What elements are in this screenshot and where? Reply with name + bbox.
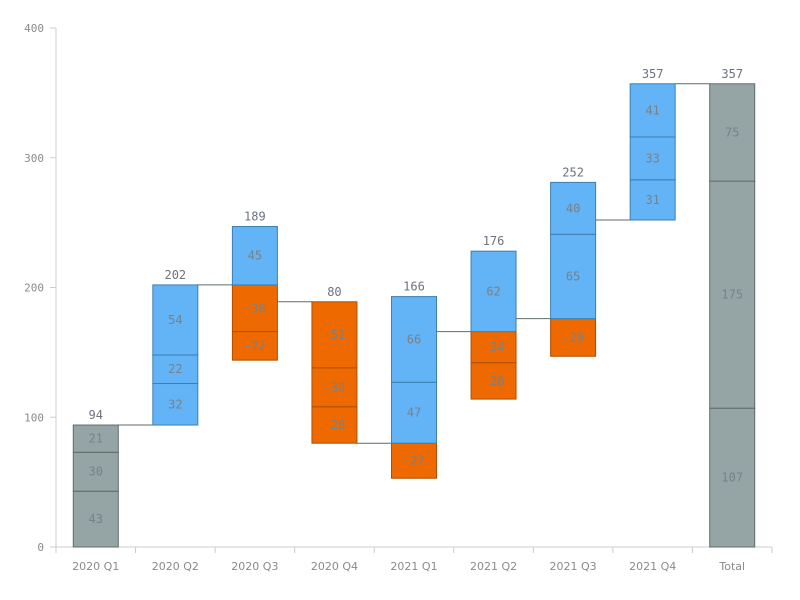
- x-tick-label: Total: [718, 560, 745, 573]
- bar-segment-decrease: [470, 362, 517, 400]
- column-total-label: 80: [327, 285, 341, 299]
- segment-label: 32: [168, 397, 182, 411]
- segment-label: 47: [407, 406, 421, 420]
- bar-segment-total: [72, 424, 119, 453]
- bar-segment-decrease: [470, 331, 517, 364]
- bar-segment-total: [709, 407, 756, 548]
- segment-label: 65: [566, 269, 580, 283]
- segment-label: 41: [645, 103, 659, 117]
- x-tick-label: 2021 Q1: [390, 560, 437, 573]
- y-tick-label: 400: [24, 22, 44, 35]
- segment-label: 21: [89, 432, 103, 446]
- column-total-label: 166: [403, 280, 425, 294]
- bar-segment-increase: [629, 179, 676, 221]
- segment-label: 54: [168, 313, 182, 327]
- x-tick-label: 2020 Q2: [152, 560, 199, 573]
- segment-label: -28: [483, 374, 505, 388]
- y-tick-label: 0: [37, 541, 44, 554]
- column-total-label: 176: [483, 234, 505, 248]
- segment-label: 62: [486, 284, 500, 298]
- segment-label: 107: [721, 471, 743, 485]
- y-tick-label: 100: [24, 411, 44, 424]
- x-tick-label: 2020 Q1: [72, 560, 119, 573]
- bar-segment-total: [72, 451, 119, 492]
- segment-label: -24: [483, 340, 505, 354]
- bar-segment-decrease: [231, 331, 278, 361]
- segment-label: -36: [244, 301, 266, 315]
- bar-segment-increase: [152, 354, 199, 385]
- x-tick-label: 2021 Q3: [550, 560, 597, 573]
- segment-label: 75: [725, 125, 739, 139]
- segment-label: 33: [645, 151, 659, 165]
- segment-label: -51: [324, 328, 346, 342]
- segment-label: -22: [244, 339, 266, 353]
- segment-label: 40: [566, 201, 580, 215]
- segment-label: -28: [324, 418, 346, 432]
- segment-label: 66: [407, 332, 421, 346]
- segment-label: 45: [248, 249, 262, 263]
- bar-segment-increase: [550, 233, 597, 320]
- segment-label: 43: [89, 512, 103, 526]
- segment-label: -30: [324, 380, 346, 394]
- column-total-label: 94: [89, 408, 103, 422]
- bar-segment-increase: [152, 284, 199, 356]
- bar-segment-increase: [391, 296, 437, 383]
- bar-segment-increase: [152, 383, 199, 426]
- y-tick-label: 200: [24, 282, 44, 295]
- segment-label: 30: [89, 465, 103, 479]
- x-tick-label: 2020 Q4: [311, 560, 358, 573]
- segment-label: 22: [168, 362, 182, 376]
- segment-label: -27: [403, 454, 425, 468]
- bar-segment-total: [72, 490, 119, 548]
- segment-label: -29: [562, 330, 584, 344]
- bar-segment-increase: [231, 226, 278, 286]
- bar-segment-decrease: [231, 284, 278, 333]
- column-total-label: 357: [642, 67, 664, 81]
- bar-segment-increase: [470, 250, 517, 333]
- column-total-label: 252: [562, 165, 584, 179]
- column-total-label: 189: [244, 210, 266, 224]
- bar-segment-total: [709, 180, 756, 409]
- column-total-label: 202: [164, 268, 186, 282]
- bar-segment-decrease: [311, 406, 358, 444]
- y-tick-label: 300: [24, 152, 44, 165]
- bar-segment-decrease: [311, 301, 358, 369]
- x-tick-label: 2020 Q3: [231, 560, 278, 573]
- bar-segment-decrease: [311, 367, 358, 408]
- bar-segment-decrease: [550, 318, 597, 357]
- column-total-label: 357: [721, 67, 743, 81]
- x-tick-label: 2021 Q4: [629, 560, 676, 573]
- bar-segment-increase: [629, 83, 676, 138]
- x-tick-label: 2021 Q2: [470, 560, 517, 573]
- bar-segment-total: [709, 83, 756, 182]
- bar-segment-increase: [391, 381, 437, 444]
- segment-label: 31: [645, 193, 659, 207]
- segment-label: 175: [721, 288, 743, 302]
- bar-segment-increase: [550, 181, 597, 235]
